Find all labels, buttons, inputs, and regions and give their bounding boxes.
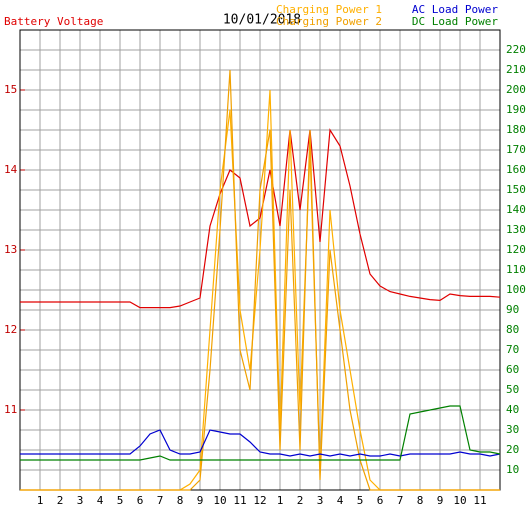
y2-tick-label: 150 bbox=[506, 183, 526, 196]
x-tick-label: 10 bbox=[453, 494, 466, 507]
x-tick-label: 7 bbox=[397, 494, 404, 507]
y2-tick-label: 70 bbox=[506, 343, 519, 356]
y-tick-label: 15 bbox=[4, 83, 17, 96]
y-tick-label: 11 bbox=[4, 403, 17, 416]
x-tick-label: 8 bbox=[177, 494, 184, 507]
x-tick-label: 10 bbox=[213, 494, 226, 507]
x-tick-label: 3 bbox=[317, 494, 324, 507]
series-line bbox=[20, 405, 501, 461]
y2-tick-label: 130 bbox=[506, 223, 526, 236]
x-tick-label: 2 bbox=[57, 494, 64, 507]
y2-tick-label: 160 bbox=[506, 163, 526, 176]
x-tick-label: 8 bbox=[417, 494, 424, 507]
plot-frame bbox=[19, 29, 501, 491]
x-tick-label: 1 bbox=[37, 494, 44, 507]
y2-tick-label: 10 bbox=[506, 463, 519, 476]
y-tick-label: 12 bbox=[4, 323, 17, 336]
y2-tick-label: 220 bbox=[506, 43, 526, 56]
y2-tick-label: 90 bbox=[506, 303, 519, 316]
series-line bbox=[20, 429, 501, 457]
x-tick-label: 7 bbox=[157, 494, 164, 507]
y2-tick-label: 120 bbox=[506, 243, 526, 256]
x-tick-label: 12 bbox=[253, 494, 266, 507]
y2-tick-label: 100 bbox=[506, 283, 526, 296]
chart-title: 10/01/2018 bbox=[223, 13, 301, 28]
x-tick-label: 11 bbox=[473, 494, 486, 507]
y2-tick-label: 180 bbox=[506, 123, 526, 136]
x-tick-label: 6 bbox=[137, 494, 144, 507]
y2-tick-label: 170 bbox=[506, 143, 526, 156]
x-tick-label: 5 bbox=[117, 494, 124, 507]
y2-tick-label: 190 bbox=[506, 103, 526, 116]
y2-tick-label: 20 bbox=[506, 443, 519, 456]
x-tick-label: 3 bbox=[77, 494, 84, 507]
series-line bbox=[20, 69, 500, 491]
x-tick-label: 6 bbox=[377, 494, 384, 507]
legend-entry: Battery Voltage bbox=[4, 15, 103, 28]
x-tick-label: 1 bbox=[277, 494, 284, 507]
x-tick-label: 11 bbox=[233, 494, 246, 507]
series-line bbox=[20, 128, 501, 309]
legend-entry: AC Load Power bbox=[412, 3, 498, 16]
legend-entry: Charging Power 2 bbox=[276, 15, 382, 28]
y2-tick-label: 40 bbox=[506, 403, 519, 416]
x-tick-label: 9 bbox=[437, 494, 444, 507]
x-tick-label: 5 bbox=[357, 494, 364, 507]
y2-tick-label: 140 bbox=[506, 203, 526, 216]
x-tick-label: 9 bbox=[197, 494, 204, 507]
legend-entry: DC Load Power bbox=[412, 15, 498, 28]
y2-tick-label: 110 bbox=[506, 263, 526, 276]
y2-tick-label: 60 bbox=[506, 363, 519, 376]
x-tick-label: 2 bbox=[297, 494, 304, 507]
y-tick-label: 14 bbox=[4, 163, 18, 176]
x-tick-label: 4 bbox=[337, 494, 344, 507]
x-tick-label: 4 bbox=[97, 494, 104, 507]
y2-tick-label: 30 bbox=[506, 423, 519, 436]
y2-tick-label: 210 bbox=[506, 63, 526, 76]
legend-entry: Charging Power 1 bbox=[276, 3, 382, 16]
y2-tick-label: 80 bbox=[506, 323, 519, 336]
y2-tick-label: 50 bbox=[506, 383, 519, 396]
y-tick-label: 13 bbox=[4, 243, 17, 256]
y2-tick-label: 200 bbox=[506, 83, 526, 96]
